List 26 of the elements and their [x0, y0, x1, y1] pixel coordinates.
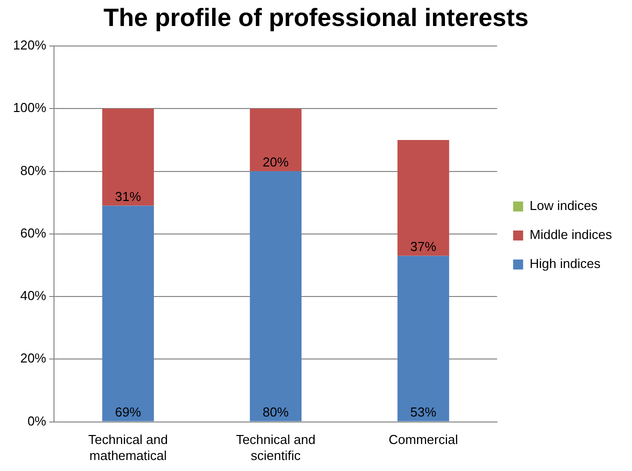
bar [397, 140, 450, 256]
x-tick-label: Technical and scientific [236, 432, 316, 463]
x-tick-label: Technical and mathematical [88, 432, 168, 463]
y-tick-label: 20% [20, 350, 47, 366]
x-tick-label: Commercial [388, 432, 458, 448]
y-tick-label: 60% [20, 225, 47, 240]
legend-label: Low indices [530, 198, 598, 214]
data-label: 53% [410, 404, 437, 420]
legend-label: Middle indices [530, 227, 612, 242]
data-label: 37% [410, 238, 437, 254]
bar [250, 171, 302, 422]
y-tick-label: 0% [27, 413, 47, 428]
data-label: 31% [115, 188, 142, 204]
chart-title: The profile of professional interests [103, 4, 529, 32]
y-tick-label: 120% [13, 38, 47, 53]
bar [397, 256, 450, 422]
bar [102, 108, 154, 206]
bar [250, 108, 302, 172]
data-label: 69% [115, 404, 142, 420]
y-tick-label: 80% [20, 162, 47, 178]
data-label: 20% [262, 154, 290, 170]
data-label: 80% [262, 404, 290, 420]
y-tick-label: 100% [13, 100, 47, 116]
legend-label: High indices [530, 256, 601, 272]
bar [102, 206, 154, 422]
y-tick-label: 40% [20, 288, 47, 304]
